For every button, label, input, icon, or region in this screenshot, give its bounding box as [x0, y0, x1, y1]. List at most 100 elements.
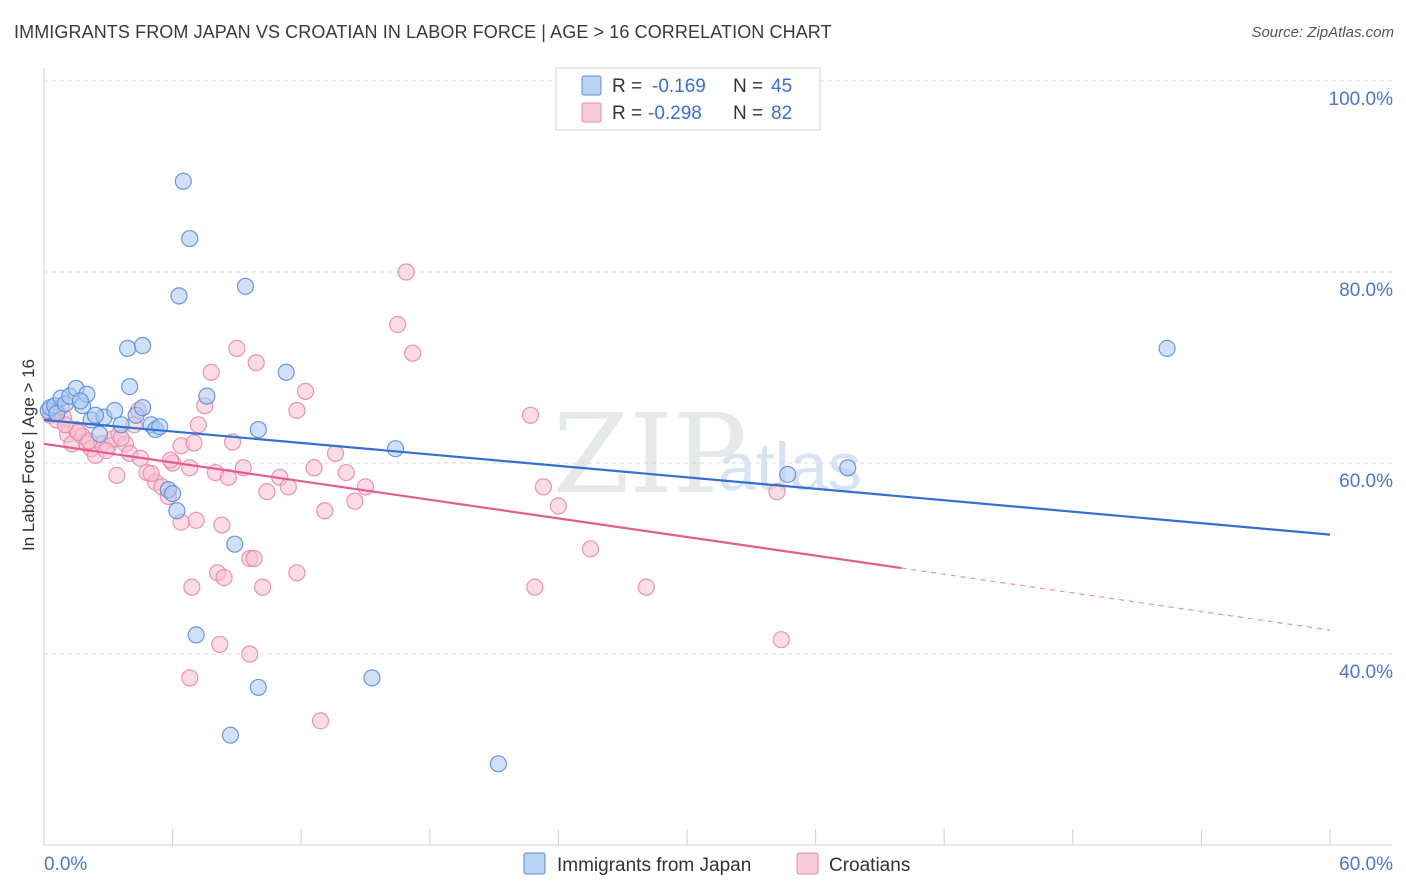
croatian-point [181, 459, 199, 477]
croatian-trend-line-extension [901, 567, 1331, 631]
japan-point [198, 387, 216, 405]
legend-croatian-r-value: -0.298 [648, 103, 702, 124]
croatian-point [389, 315, 407, 334]
legend-japan-r-label: R = [612, 76, 642, 97]
japan-point [489, 755, 507, 773]
croatian-point [326, 444, 345, 463]
japan-point [839, 459, 857, 477]
croatian-point [346, 492, 364, 510]
legend-japan-r-value: -0.169 [652, 76, 706, 97]
croatian-point [288, 401, 306, 420]
croatian-trend-line [43, 442, 902, 570]
x-tick-labels: 0.0% 60.0% [44, 854, 1393, 875]
croatian-point [181, 669, 199, 687]
croatian-point [142, 464, 160, 483]
y-tick-label: 100.0% [1329, 89, 1394, 110]
japan-point [277, 363, 295, 381]
correlation-legend: R = -0.169 N = 45 R = -0.298 N = 82 [555, 67, 821, 131]
japan-point [106, 401, 124, 420]
croatian-point [581, 540, 600, 558]
croatian-point [397, 263, 415, 281]
bottom-legend-croatian-label: Croatians [829, 855, 910, 876]
legend-croatian-n-value: 82 [771, 103, 792, 124]
japan-point [71, 392, 90, 410]
series-legend: Immigrants from Japan Croatians [523, 852, 910, 876]
croatian-point [288, 564, 306, 582]
croatian-point [185, 434, 203, 452]
croatian-point [526, 578, 544, 596]
bottom-legend-japan-swatch [523, 852, 546, 875]
croatian-point [215, 568, 233, 587]
legend-croatian-r-label: R = [612, 103, 642, 124]
croatian-point [161, 451, 180, 469]
croatian-point [549, 497, 568, 515]
japan-point [221, 726, 240, 744]
legend-japan-n-label: N = [733, 76, 763, 97]
japan-point [151, 418, 169, 436]
croatian-point [337, 463, 355, 482]
trend-lines [43, 418, 1331, 631]
croatian-point [183, 578, 201, 596]
croatian-point [258, 483, 276, 501]
croatian-point [404, 344, 422, 362]
japan-point [91, 425, 109, 443]
japan-point [1158, 339, 1176, 357]
japan-point [86, 406, 105, 424]
japan-point [226, 535, 244, 553]
japan-point [386, 440, 405, 458]
legend-japan-swatch [581, 75, 602, 96]
croatian-point [296, 382, 315, 400]
gridlines [44, 80, 1392, 655]
croatian-point [521, 406, 540, 424]
croatian-point [245, 549, 263, 568]
source-attribution: Source: ZipAtlas.com [1251, 24, 1394, 41]
croatian-point [316, 502, 334, 520]
japan-points [39, 172, 1176, 773]
croatian-point [637, 578, 655, 596]
japan-point [187, 626, 205, 644]
japan-point [249, 420, 267, 439]
japan-point [363, 669, 381, 687]
japan-point [133, 399, 152, 417]
x-tick-label: 0.0% [44, 854, 87, 875]
croatian-point [254, 578, 272, 596]
croatian-point [768, 483, 786, 501]
y-tick-label: 60.0% [1339, 471, 1393, 492]
japan-point [170, 287, 188, 305]
croatian-point [305, 459, 323, 477]
japan-point [164, 484, 182, 503]
japan-point [174, 172, 192, 190]
x-tick-label: 60.0% [1339, 854, 1393, 875]
croatian-point [97, 441, 115, 460]
japan-point [181, 229, 199, 248]
croatian-point [202, 363, 220, 381]
japan-point [779, 465, 797, 484]
bottom-legend-japan-label: Immigrants from Japan [557, 855, 751, 876]
japan-point [249, 678, 267, 697]
legend-croatian-n-label: N = [733, 103, 763, 124]
croatian-point [187, 511, 205, 529]
y-tick-labels: 40.0% 60.0% 80.0% 100.0% [1329, 89, 1394, 683]
japan-point [121, 378, 139, 396]
croatian-point [356, 478, 375, 496]
japan-point [168, 502, 186, 520]
croatian-point [241, 645, 259, 663]
watermark-zip: ZIP [553, 390, 747, 518]
croatian-point [189, 416, 207, 434]
croatian-point [213, 516, 231, 534]
y-tick-label: 40.0% [1339, 662, 1393, 683]
japan-point [112, 416, 130, 434]
japan-point [236, 277, 255, 295]
croatian-point [247, 354, 265, 372]
japan-trend-line [43, 418, 1331, 536]
croatian-point [108, 466, 126, 485]
y-axis-label: In Labor Force | Age > 16 [19, 359, 38, 551]
bottom-legend-croatian-swatch [796, 852, 819, 875]
axes [43, 68, 1392, 846]
japan-point [118, 339, 137, 357]
croatian-point [279, 478, 297, 496]
croatian-point [534, 478, 552, 496]
croatian-point [219, 468, 237, 486]
chart-title: IMMIGRANTS FROM JAPAN VS CROATIAN IN LAB… [14, 22, 832, 42]
